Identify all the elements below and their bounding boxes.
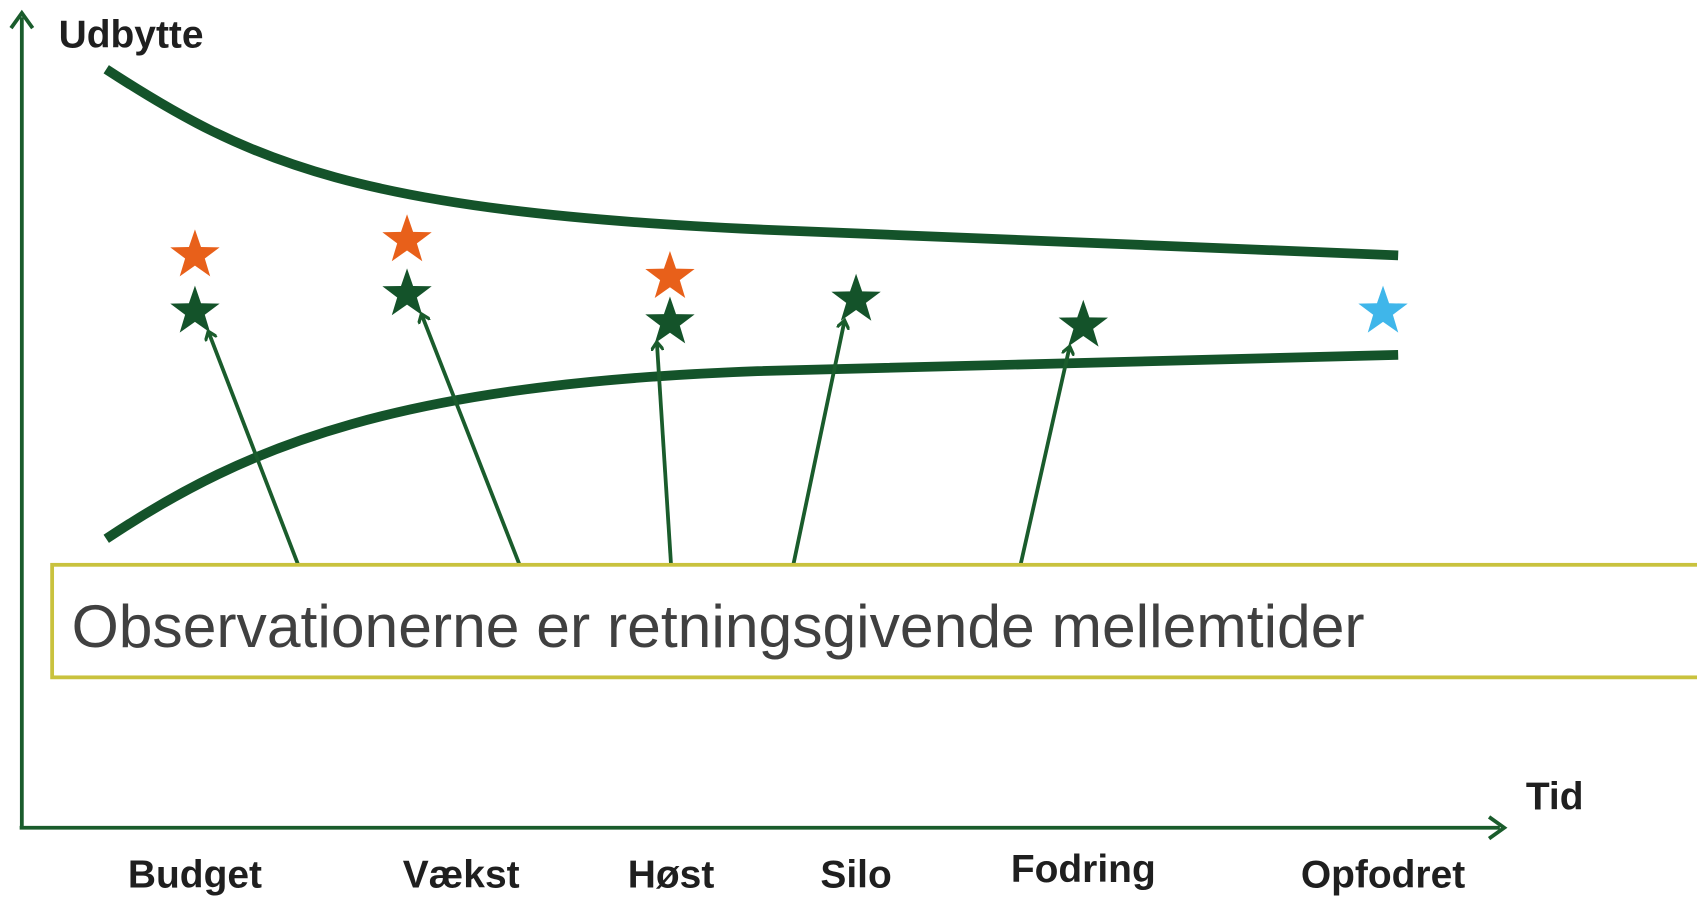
y-axis-label: Udbytte <box>59 14 204 57</box>
category-label: Fodring <box>1011 848 1156 891</box>
star <box>382 268 432 316</box>
arrows <box>209 316 1070 566</box>
star <box>831 273 881 321</box>
star <box>1058 299 1108 347</box>
upper-curve <box>103 65 1399 261</box>
star <box>645 251 695 298</box>
x-axis-label: Tid <box>1526 775 1584 818</box>
category-label: Høst <box>628 853 715 896</box>
observation-stars <box>170 268 1108 347</box>
category-label: Budget <box>128 853 262 896</box>
arrow <box>657 344 673 565</box>
category-label: Silo <box>820 853 891 896</box>
arrow <box>422 316 522 566</box>
callout-text: Observationerne er retningsgivende melle… <box>72 592 1365 660</box>
star <box>382 214 432 262</box>
star <box>170 229 220 277</box>
lower-curve <box>103 350 1399 543</box>
category-label: Opfodret <box>1301 853 1465 896</box>
star <box>170 285 220 333</box>
category-label: Vækst <box>403 853 520 896</box>
estimate-stars <box>170 214 695 298</box>
star <box>645 296 695 344</box>
arrow <box>209 333 300 565</box>
arrow <box>1018 348 1070 566</box>
final-star <box>1358 285 1408 333</box>
arrow <box>791 322 844 566</box>
callout-box <box>50 562 1697 680</box>
